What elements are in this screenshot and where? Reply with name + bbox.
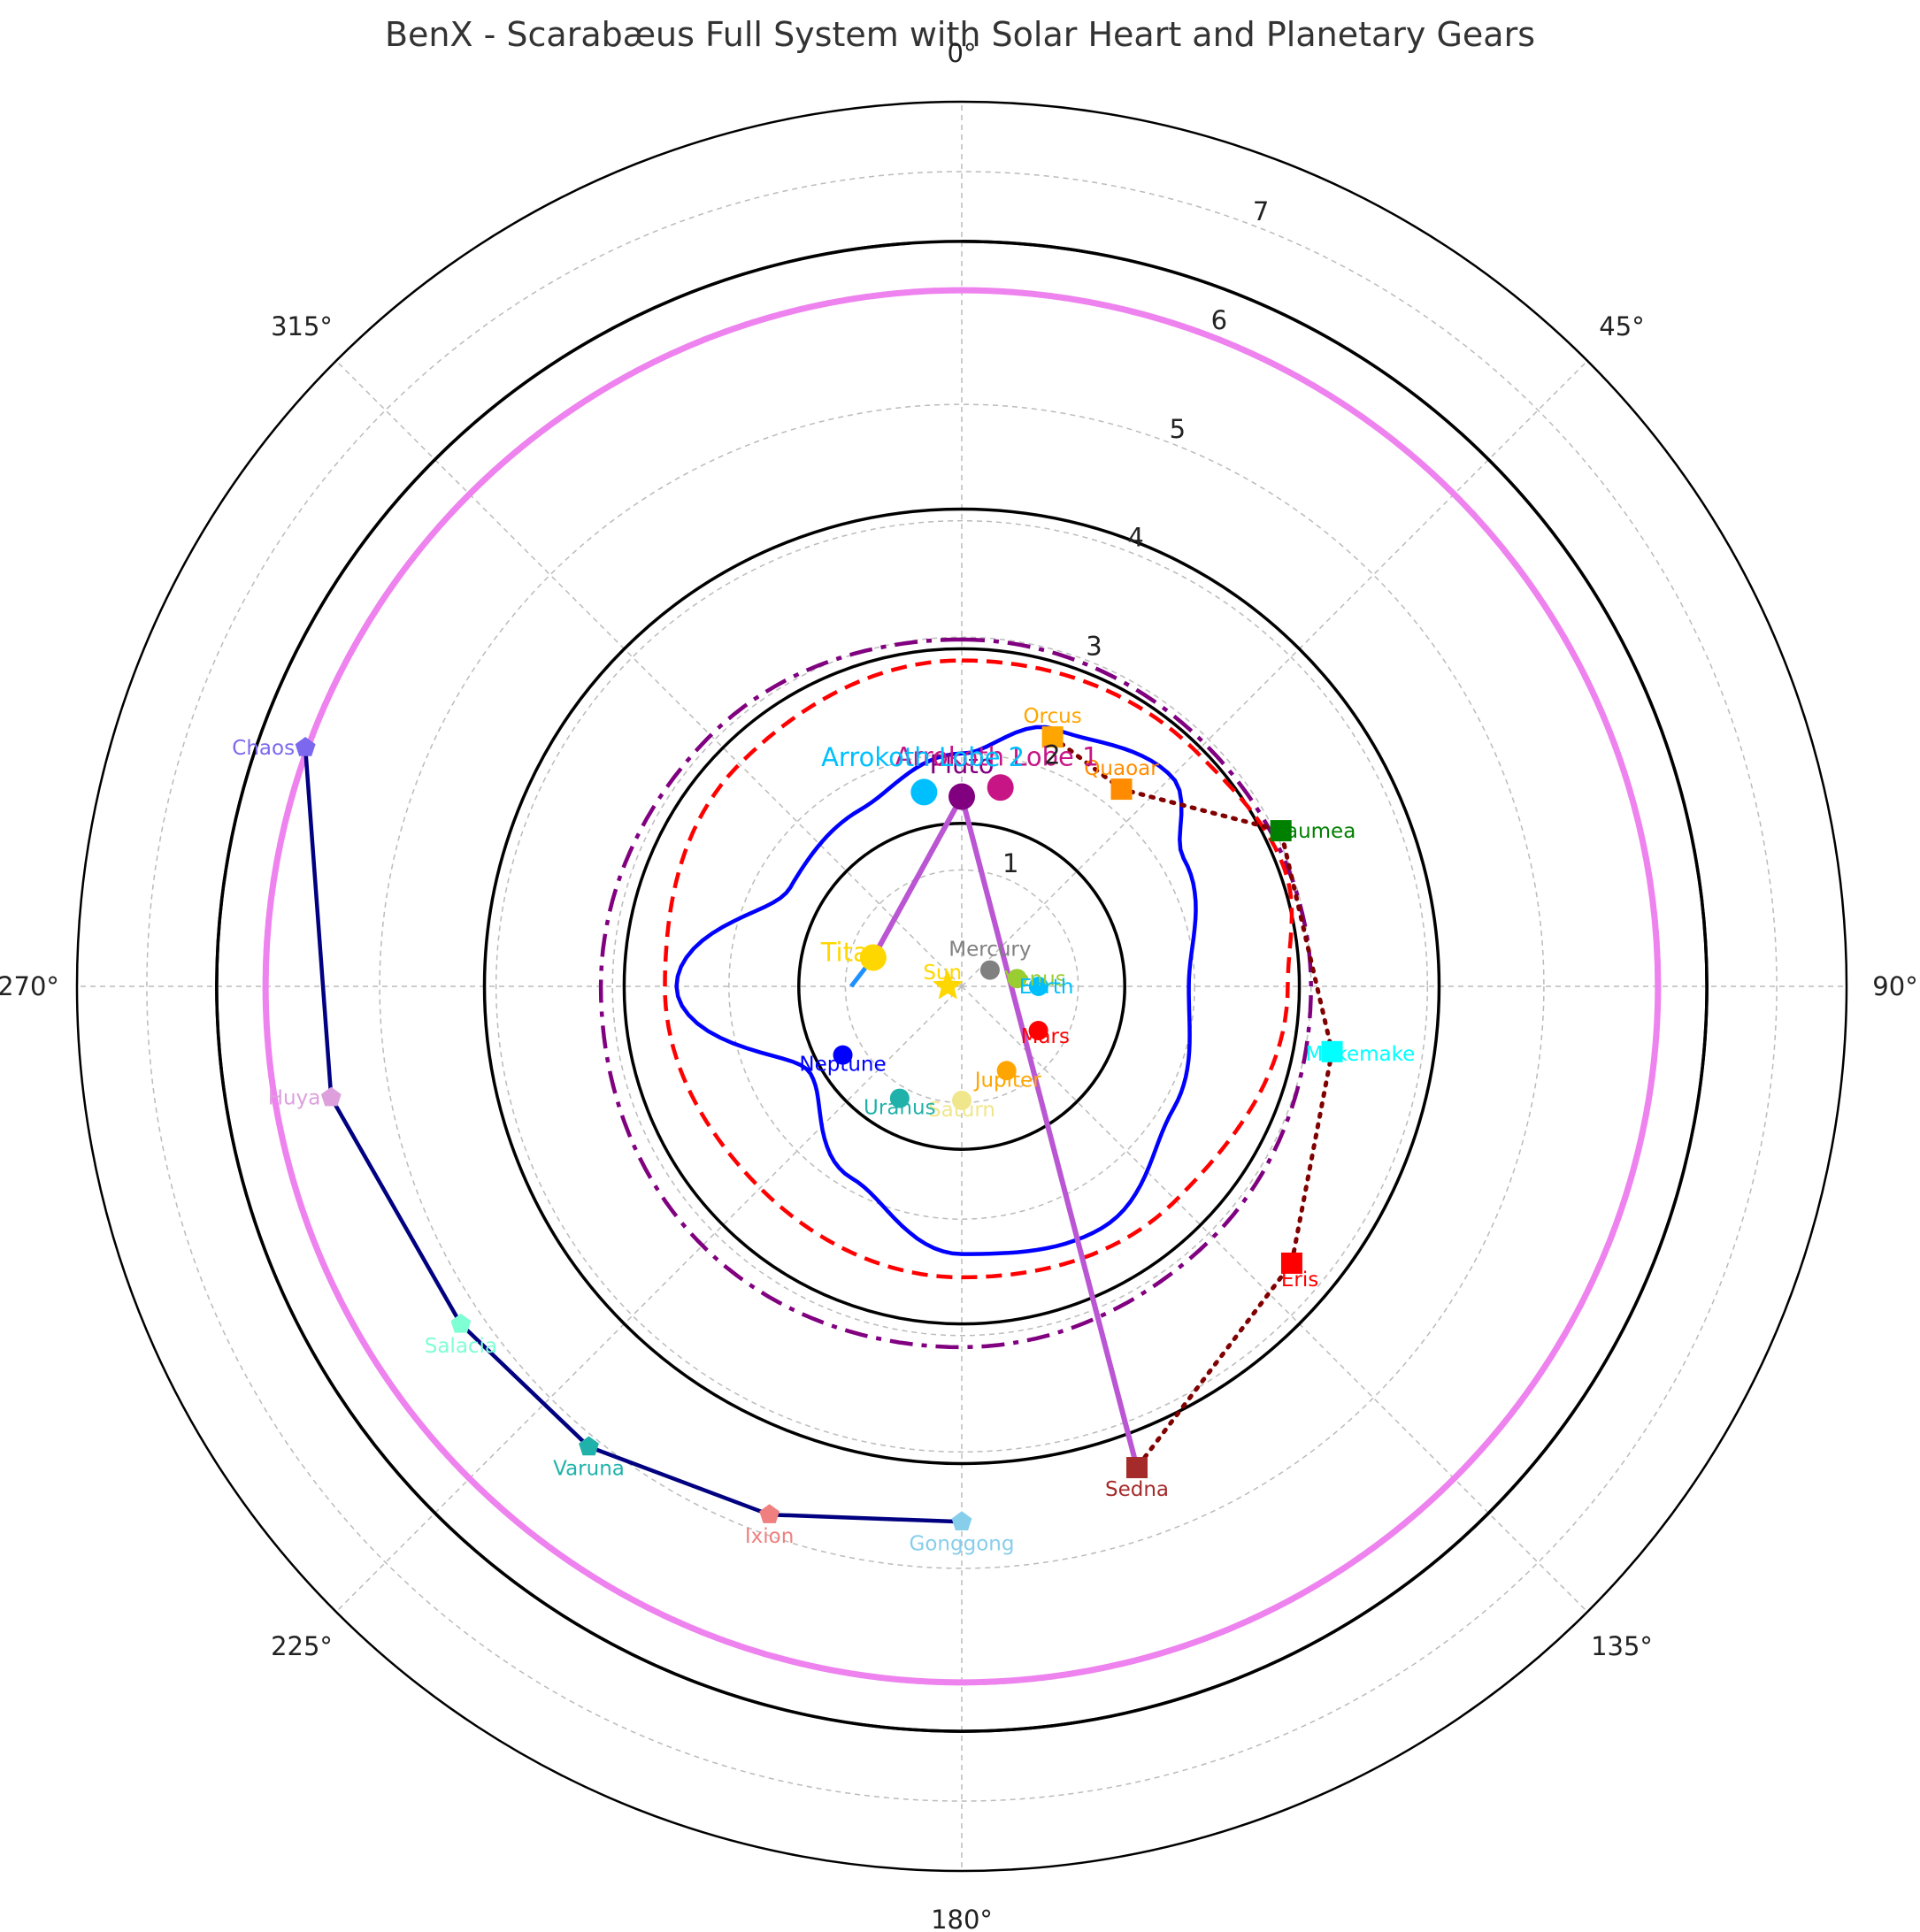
sedna-label: Sedna (1105, 1478, 1169, 1501)
jupiter-label: Jupiter (973, 1069, 1042, 1092)
saturn-label: Saturn (928, 1099, 995, 1122)
reference-circle (622, 647, 1302, 1326)
huya-marker (320, 1086, 342, 1107)
r-gridline (728, 753, 1195, 1220)
r-tick-label: 2 (1044, 740, 1060, 770)
ixion-label: Ixion (745, 1525, 794, 1548)
tick-layer: 1 2 3 4 5 6 7 0° 45° 90° 135° 180° 225° 270° 315° (0, 38, 1918, 1932)
uranus-marker (889, 1088, 910, 1108)
r-tick-label: 4 (1127, 523, 1143, 553)
gear-curve-dashdot (598, 637, 1313, 1350)
titan-label: Titan (820, 938, 885, 968)
gonggong-marker (951, 1511, 972, 1530)
makemake-marker (1321, 1040, 1343, 1062)
saturn-marker (952, 1090, 972, 1110)
point-layer (295, 726, 1343, 1530)
earth-marker (1028, 977, 1048, 996)
sun-marker (933, 970, 964, 1000)
polar-frame (75, 100, 1848, 1873)
theta-tick-label: 90° (1872, 971, 1917, 1001)
arrokoth-lobe-2-marker (910, 778, 938, 806)
theta-tick-label: 315° (271, 311, 333, 341)
series-line (303, 747, 963, 1524)
theta-tick-label: 180° (931, 1905, 993, 1932)
theta-tick-label: 135° (1591, 1631, 1653, 1661)
mercury-marker (979, 960, 1000, 980)
chaos-label: Chaos (232, 737, 295, 760)
makemake-label: Makemake (1306, 1043, 1416, 1066)
r-gridline (495, 519, 1429, 1453)
gonggong-label: Gonggong (910, 1532, 1015, 1555)
arrokoth-lobe-2-label: Arrokoth Lobe 2 (821, 742, 1025, 772)
earth-label: Earth (1019, 976, 1074, 999)
reference-circle (262, 287, 1662, 1686)
neptune-label: Neptune (799, 1054, 886, 1077)
r-gridline (379, 403, 1545, 1569)
theta-tick-label: 0° (948, 38, 977, 68)
arrokoth-lobe-1-marker (987, 774, 1014, 801)
r-gridline (146, 171, 1778, 1802)
neptune-marker (833, 1045, 853, 1065)
theta-gridline (961, 360, 1588, 987)
mercury-label: Mercury (948, 939, 1031, 962)
eris-marker (1280, 1252, 1302, 1274)
r-gridline (844, 869, 1079, 1104)
theta-tick-label: 225° (271, 1631, 333, 1661)
reference-circle (482, 507, 1441, 1466)
venus-marker (1007, 969, 1027, 989)
gear-curve-dashed (663, 658, 1294, 1280)
theta-gridline (335, 360, 963, 987)
theta-gridline (335, 985, 963, 1613)
orcus-marker (1041, 726, 1064, 748)
jupiter-marker (996, 1061, 1017, 1081)
sedna-marker (1126, 1457, 1148, 1479)
haumea-label: Haumea (1271, 820, 1356, 843)
theta-gridline (961, 985, 1588, 1613)
salacia-marker (450, 1313, 472, 1333)
reference-circle (797, 822, 1126, 1151)
series-line (1050, 734, 1334, 1470)
pluto-label: Pluto (929, 749, 994, 779)
r-tick-label: 6 (1211, 305, 1227, 335)
huya-label: Huya (268, 1087, 321, 1110)
pluto-marker (948, 783, 975, 810)
titan-marker (859, 944, 887, 971)
arrokoth-lobe-1-label: Arrokoth Lobe 1 (895, 742, 1098, 772)
r-tick-label: 5 (1170, 414, 1186, 444)
varuna-marker (579, 1436, 599, 1456)
eris-label: Eris (1281, 1269, 1318, 1292)
r-tick-label: 3 (1086, 632, 1102, 662)
r-tick-label: 1 (1002, 848, 1018, 878)
uranus-label: Uranus (864, 1097, 936, 1120)
r-tick-label: 7 (1253, 196, 1269, 226)
theta-tick-label: 45° (1599, 311, 1644, 341)
chaos-marker (295, 737, 316, 756)
mars-label: Mars (1021, 1025, 1070, 1048)
gear-curve-solid (674, 724, 1198, 1256)
gear-ring-arc (215, 240, 1709, 1733)
orcus-label: Orcus (1023, 705, 1081, 728)
theta-tick-label: 270° (0, 971, 59, 1001)
salacia-label: Salacia (425, 1335, 497, 1358)
varuna-label: Varuna (553, 1458, 625, 1481)
venus-label: Venus (1005, 968, 1066, 991)
quaoar-marker (1110, 778, 1133, 801)
mars-marker (1028, 1021, 1048, 1040)
ixion-marker (759, 1504, 780, 1523)
sun-label: Sun (923, 962, 962, 985)
haumea-marker (1270, 820, 1292, 842)
curve-layer (215, 240, 1709, 1733)
chart-title: BenX - Scarabæus Full System with Solar … (385, 15, 1535, 54)
quaoar-label: Quaoar (1084, 757, 1159, 780)
